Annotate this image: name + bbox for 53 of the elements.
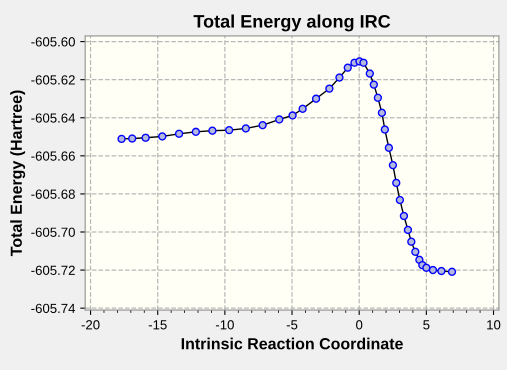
y-tick-label: -605.70 xyxy=(31,228,75,237)
chart-title: Total Energy along IRC xyxy=(194,14,390,32)
point xyxy=(242,124,250,133)
point xyxy=(174,130,184,138)
point xyxy=(208,126,217,135)
y-tick-label: -605.66 xyxy=(31,151,75,161)
y-tick-label: -605.62 xyxy=(31,75,75,85)
point xyxy=(128,134,136,143)
x-tick-label: 5 xyxy=(423,320,430,330)
point xyxy=(335,73,344,82)
point xyxy=(325,84,334,93)
point xyxy=(407,238,416,246)
point xyxy=(404,226,412,234)
point xyxy=(192,128,200,136)
point xyxy=(225,126,234,134)
point xyxy=(448,268,456,276)
point xyxy=(288,111,297,120)
y-tick-label: -605.60 xyxy=(31,37,75,47)
point xyxy=(388,161,398,170)
point xyxy=(117,134,126,144)
x-tick-label: -15 xyxy=(148,320,167,330)
point xyxy=(428,266,438,274)
point xyxy=(411,248,420,256)
x-tick-label: -5 xyxy=(286,320,298,330)
point xyxy=(366,69,374,78)
y-axis-title: Total Energy (Hartree) xyxy=(10,90,26,256)
x-tick-label: -20 xyxy=(82,320,100,330)
point xyxy=(437,266,446,276)
point xyxy=(258,121,267,130)
y-tick-label: -605.72 xyxy=(31,266,75,275)
x-tick-label: 0 xyxy=(356,320,362,330)
point xyxy=(384,144,394,152)
point xyxy=(396,196,404,204)
x-tick-label: 10 xyxy=(487,320,500,330)
point xyxy=(312,94,320,103)
point xyxy=(298,104,307,113)
y-tick-label: -605.64 xyxy=(31,113,76,123)
point xyxy=(141,134,150,142)
y-tick-label: -605.68 xyxy=(31,189,75,199)
point xyxy=(344,64,352,72)
point xyxy=(275,115,284,124)
point xyxy=(400,212,408,220)
x-axis-title: Intrinsic Reaction Coordinate xyxy=(182,338,403,350)
point xyxy=(422,264,431,272)
point xyxy=(380,125,390,134)
point xyxy=(392,178,400,188)
point xyxy=(374,94,382,102)
y-tick-label: -605.74 xyxy=(31,304,76,314)
x-tick-label: -10 xyxy=(216,320,234,330)
point xyxy=(158,132,166,141)
point xyxy=(359,58,368,67)
point xyxy=(370,80,378,89)
point xyxy=(378,108,386,117)
